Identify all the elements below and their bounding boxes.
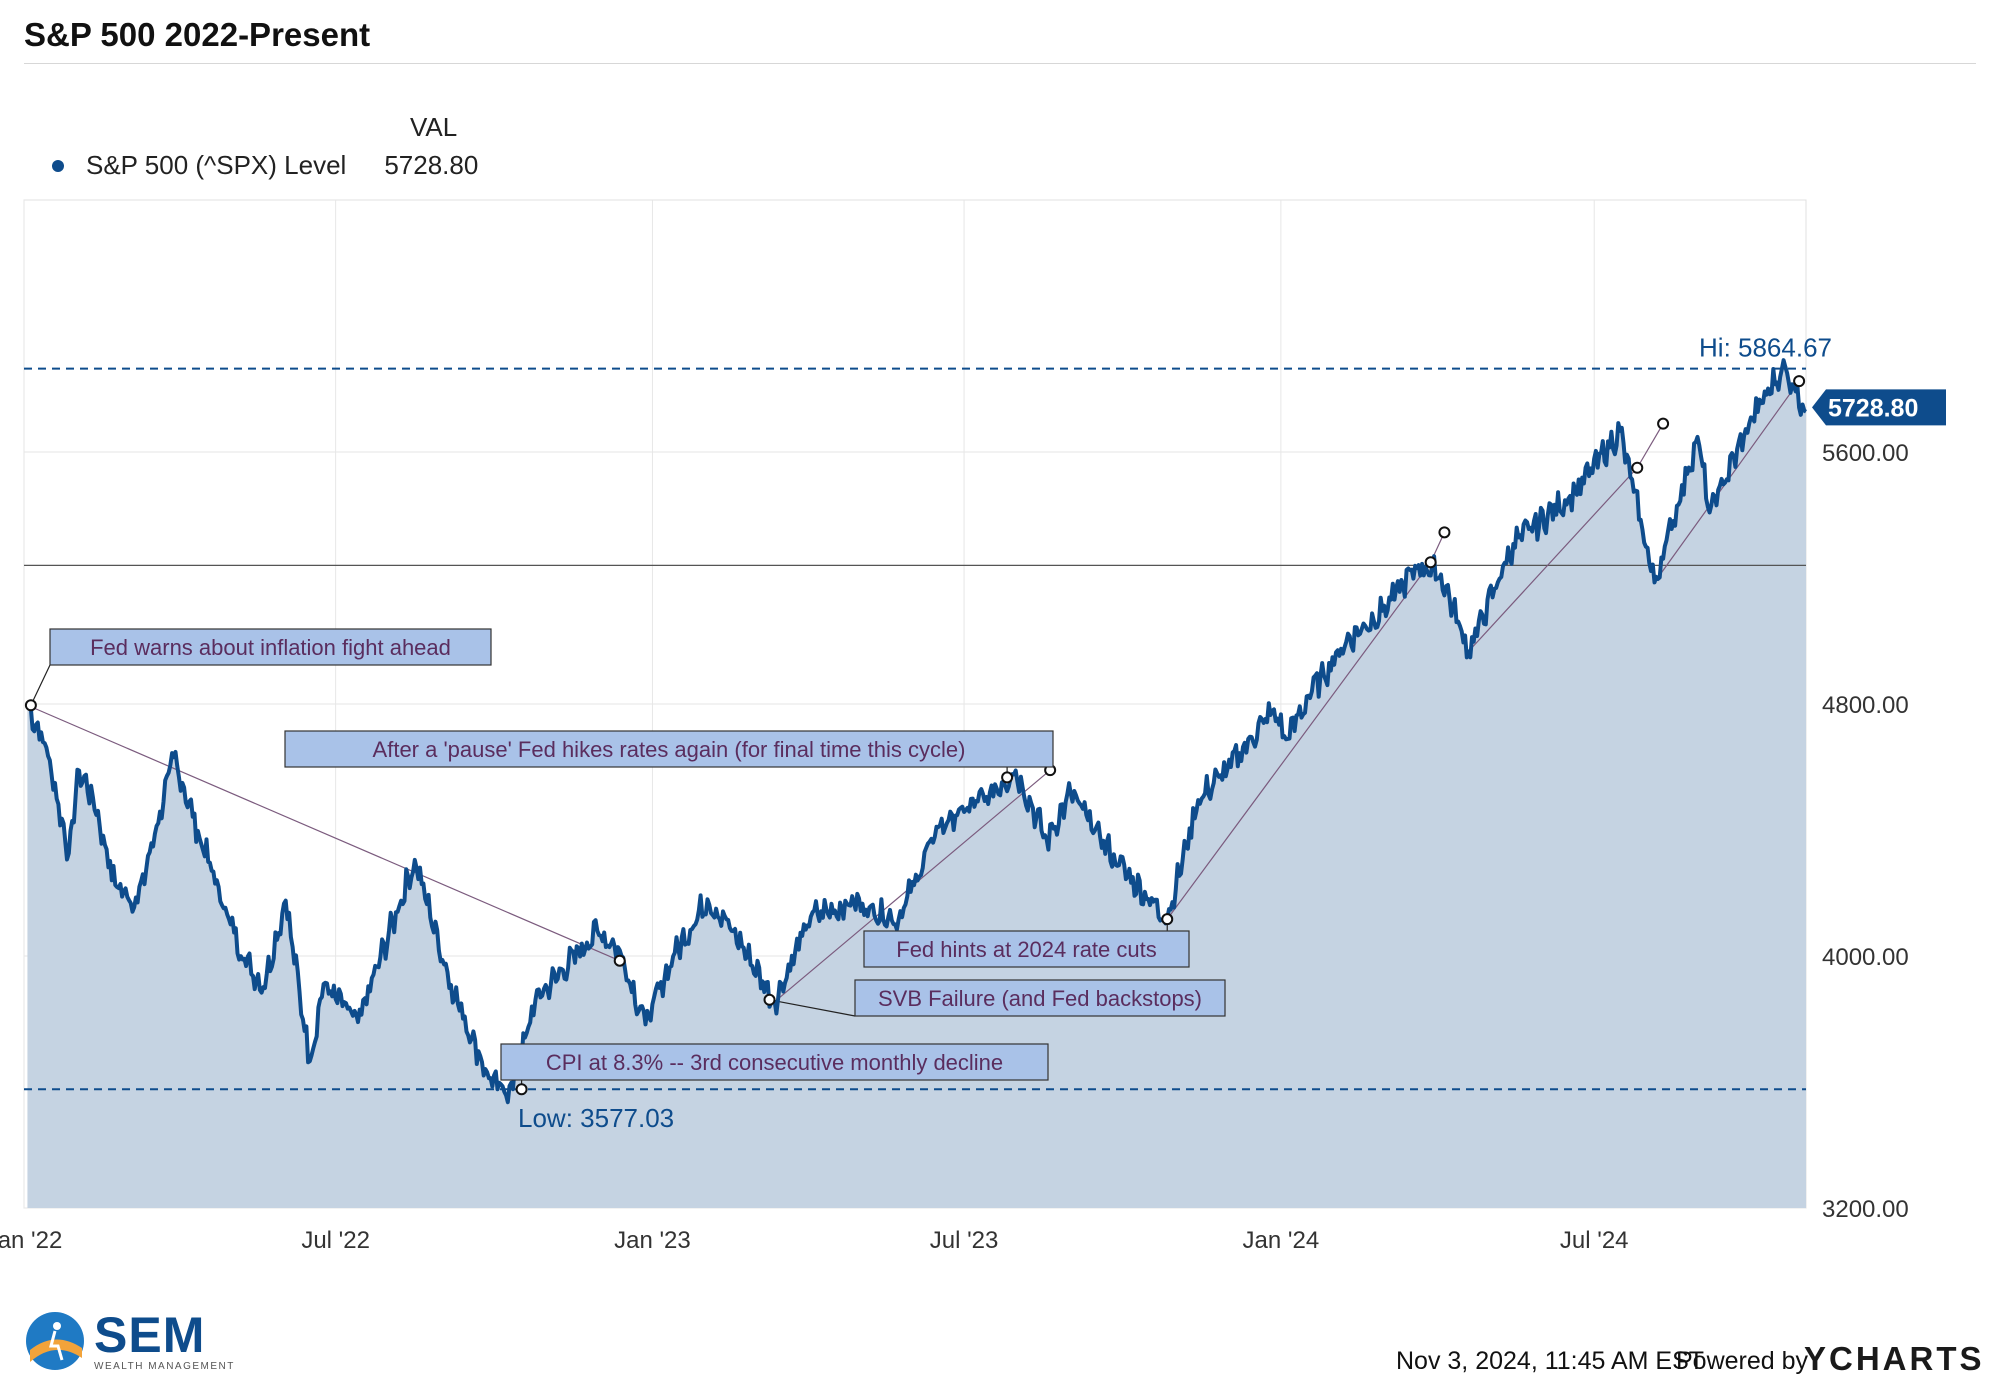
annotation-box: Fed warns about inflation fight ahead xyxy=(49,628,492,666)
annotation-marker xyxy=(515,1083,528,1096)
series-area-fill xyxy=(27,360,1806,1208)
annotation-marker xyxy=(1001,771,1014,784)
annotation-connector xyxy=(769,999,856,1017)
sem-logo-text: SEM xyxy=(94,1307,206,1363)
title-divider xyxy=(24,63,1976,64)
annotation-text: SVB Failure (and Fed backstops) xyxy=(878,986,1202,1011)
last-value-badge xyxy=(1812,389,1946,426)
annotation-boxes: Fed warns about inflation fight ahead Aft… xyxy=(49,628,1226,1081)
annotation-connector xyxy=(30,664,51,706)
annotation-text: Fed hints at 2024 rate cuts xyxy=(896,937,1157,962)
x-tick-label: Jan '22 xyxy=(0,1227,62,1254)
legend-header: VAL xyxy=(410,112,458,142)
y-tick-label: 3200.00 xyxy=(1822,1196,1909,1223)
ycharts-logo[interactable]: YCHARTS xyxy=(1804,1340,1985,1377)
annotation-box: SVB Failure (and Fed backstops) xyxy=(854,979,1226,1017)
sem-globe-icon xyxy=(26,1312,84,1370)
low-label: Low: 3577.03 xyxy=(518,1103,674,1133)
annotation-markers xyxy=(24,375,1806,1096)
axes: 3200.00 4000.00 4800.00 5600.00 Jan '22 Jul '… xyxy=(0,440,1909,1254)
legend-series-value: 5728.80 xyxy=(384,150,479,180)
legend-series-name: S&P 500 (^SPX) Level xyxy=(86,150,347,180)
y-tick-label: 4000.00 xyxy=(1822,944,1909,971)
annotation-marker xyxy=(24,699,37,712)
trend-marker xyxy=(1793,375,1806,388)
annotation-text: Fed warns about inflation fight ahead xyxy=(90,635,451,660)
sem-logo: SEM WEALTH MANAGEMENT xyxy=(24,1310,235,1372)
sem-logo-subtitle: WEALTH MANAGEMENT xyxy=(94,1361,235,1372)
trend-connector xyxy=(1468,467,1638,652)
legend-series-dot-icon xyxy=(52,159,64,172)
last-value-tag: 5728.80 xyxy=(1812,389,1946,426)
x-tick-label: Jan '23 xyxy=(614,1227,691,1254)
trend-connector xyxy=(1636,423,1664,469)
legend-entry[interactable]: S&P 500 (^SPX) Level 5728.80 xyxy=(52,150,478,181)
x-tick-label: Jan '24 xyxy=(1243,1227,1320,1254)
high-label: Hi: 5864.67 xyxy=(1699,333,1832,363)
reference-lines: Hi: 5864.67 Low: 3577.03 xyxy=(24,333,1832,1133)
annotation-text: After a 'pause' Fed hikes rates again (f… xyxy=(373,737,966,762)
trend-connector xyxy=(1166,561,1432,920)
trend-marker xyxy=(613,954,626,967)
powered-by-label: Powered by xyxy=(1676,1347,1809,1375)
annotation-box: Fed hints at 2024 rate cuts xyxy=(863,930,1190,968)
annotation-box: After a 'pause' Fed hikes rates again (f… xyxy=(284,730,1054,768)
trend-marker xyxy=(1424,556,1437,569)
x-tick-label: Jul '24 xyxy=(1560,1227,1629,1254)
y-tick-label: 5600.00 xyxy=(1822,440,1909,467)
annotation-text: CPI at 8.3% -- 3rd consecutive monthly d… xyxy=(546,1050,1003,1075)
x-tick-label: Jul '23 xyxy=(930,1227,999,1254)
annotation-box: CPI at 8.3% -- 3rd consecutive monthly d… xyxy=(500,1043,1049,1081)
y-tick-label: 4800.00 xyxy=(1822,692,1909,719)
footer-timestamp: Nov 3, 2024, 11:45 AM EST xyxy=(1396,1347,1705,1375)
last-value-text: 5728.80 xyxy=(1828,394,1918,422)
x-tick-label: Jul '22 xyxy=(301,1227,370,1254)
trend-marker xyxy=(1631,461,1644,474)
trend-marker xyxy=(1438,526,1451,539)
annotation-marker xyxy=(1161,913,1174,926)
trend-connector xyxy=(27,704,620,962)
annotation-marker xyxy=(763,993,776,1006)
chart-title: S&P 500 2022-Present xyxy=(24,16,371,53)
trend-marker xyxy=(1657,417,1670,430)
series-line xyxy=(26,358,1808,1105)
